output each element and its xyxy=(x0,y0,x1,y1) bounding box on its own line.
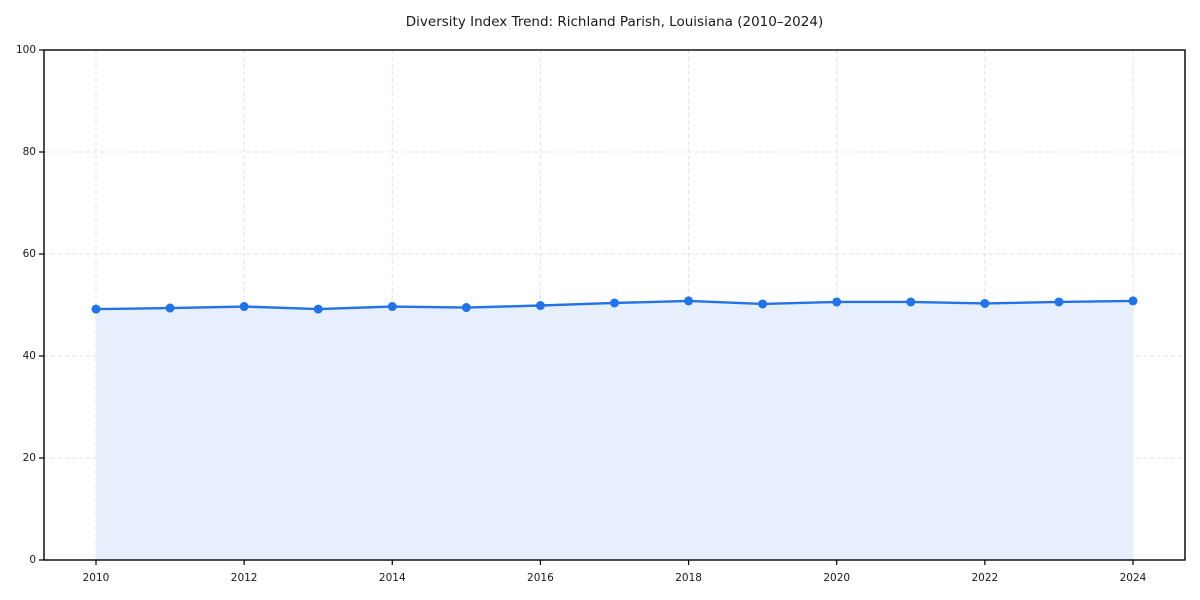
data-point-2013 xyxy=(313,304,323,314)
x-tick-label: 2022 xyxy=(971,572,998,584)
data-point-2012 xyxy=(239,302,249,312)
y-tick-label: 80 xyxy=(23,146,36,158)
chart-title: Diversity Index Trend: Richland Parish, … xyxy=(406,14,823,30)
data-point-2020 xyxy=(832,297,842,307)
data-point-2022 xyxy=(980,298,990,308)
x-tick-label: 2018 xyxy=(675,572,702,584)
data-point-layer xyxy=(91,296,1138,314)
x-tick-label: 2014 xyxy=(379,572,406,584)
data-point-2024 xyxy=(1128,296,1138,306)
x-tick-label: 2024 xyxy=(1120,572,1147,584)
data-point-2018 xyxy=(684,296,694,306)
x-tick-label: 2020 xyxy=(823,572,850,584)
data-point-2023 xyxy=(1054,297,1064,307)
y-tick-label: 100 xyxy=(16,44,36,56)
x-tick-label: 2016 xyxy=(527,572,554,584)
data-point-2016 xyxy=(535,301,545,311)
y-tick-label: 60 xyxy=(23,248,36,260)
data-point-2015 xyxy=(461,303,471,313)
y-tick-label: 40 xyxy=(23,350,36,362)
x-tick-label: 2010 xyxy=(83,572,110,584)
area-fill-layer xyxy=(96,300,1133,560)
axis-layer xyxy=(39,49,1186,565)
data-point-2010 xyxy=(91,304,101,314)
series-area-fill xyxy=(96,300,1133,560)
data-point-2019 xyxy=(758,299,768,309)
data-point-2017 xyxy=(610,298,619,308)
data-point-2011 xyxy=(165,303,175,313)
x-tick-label: 2012 xyxy=(231,572,258,584)
data-point-2021 xyxy=(906,297,916,307)
plot-border xyxy=(43,49,1186,561)
data-point-2014 xyxy=(387,302,397,312)
y-tick-label: 20 xyxy=(23,452,36,464)
tick-label-layer: 0 20 40 60 80 100 2010 2012 2014 2016 2018 2020 2022… xyxy=(16,44,1147,584)
y-tick-label: 0 xyxy=(29,554,36,566)
